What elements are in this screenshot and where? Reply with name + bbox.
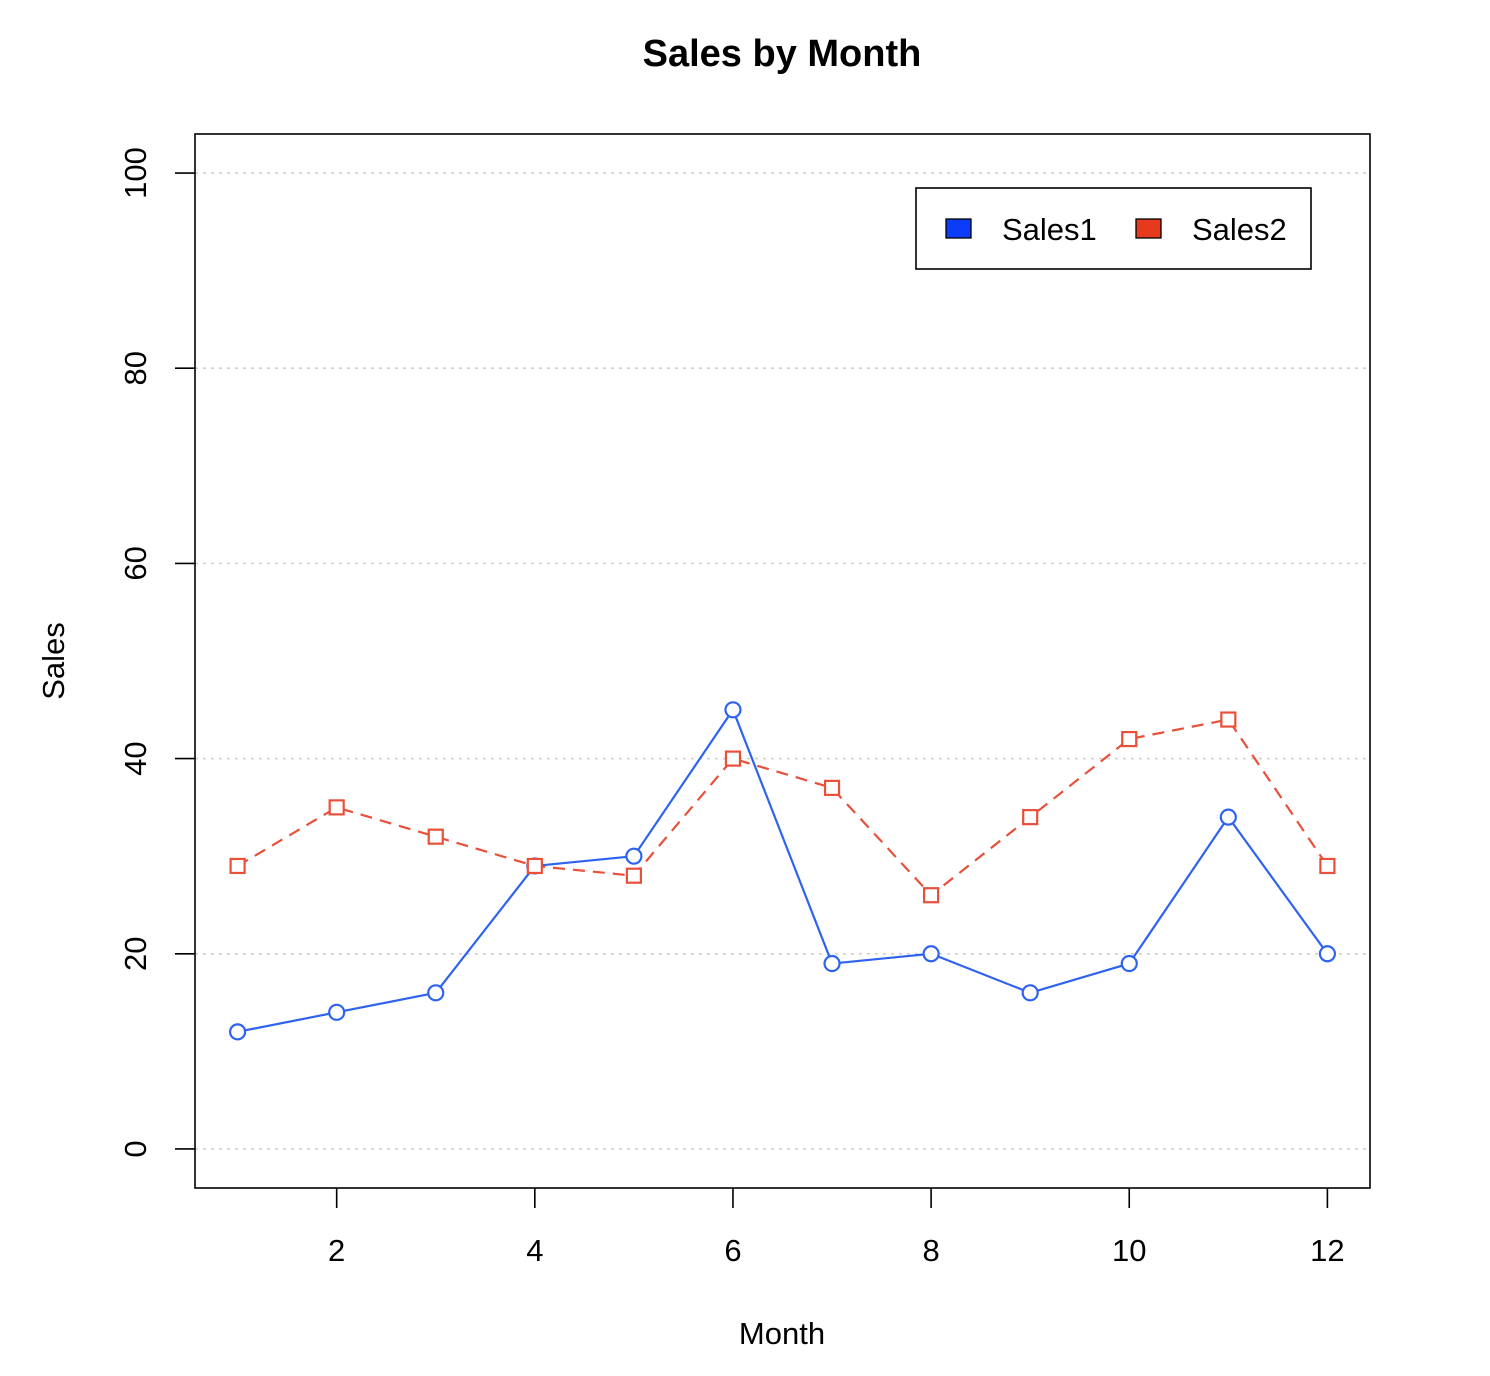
legend-box (915, 187, 1312, 270)
data-point (1120, 954, 1138, 973)
data-point (823, 779, 841, 796)
x-tick-label: 10 (1112, 1233, 1146, 1268)
data-point (923, 887, 940, 904)
legend-swatch (1135, 218, 1162, 239)
chart-title: Sales by Month (643, 33, 922, 75)
data-point (427, 984, 445, 1002)
y-tick-label: 80 (118, 351, 153, 385)
y-tick-label: 40 (118, 741, 153, 775)
data-point (625, 867, 642, 884)
x-tick-label: 2 (328, 1233, 345, 1268)
data-point (922, 945, 940, 963)
data-point (1021, 984, 1039, 1002)
x-axis-label: Month (739, 1316, 825, 1351)
data-point (1219, 808, 1237, 826)
x-tick-label: 4 (526, 1233, 543, 1268)
data-point (229, 1023, 247, 1041)
data-point (1318, 945, 1336, 963)
data-point (328, 799, 345, 816)
legend-swatch (945, 218, 972, 239)
data-point (1022, 809, 1039, 826)
data-point (724, 701, 742, 719)
data-point (724, 750, 742, 767)
x-tick-label: 6 (724, 1233, 741, 1268)
series-line (237, 718, 1329, 897)
y-axis-label: Sales (36, 622, 71, 700)
data-point (1319, 857, 1336, 875)
legend-label: Sales1 (1002, 212, 1097, 247)
y-axis: 0 20 40 60 80 100 (118, 147, 195, 1158)
data-point (1121, 730, 1138, 748)
data-point (526, 857, 543, 875)
plot-frame (194, 133, 1371, 1189)
series-line (237, 708, 1329, 1033)
series-layer (229, 701, 1336, 1041)
y-tick-label: 100 (118, 147, 153, 199)
data-point (229, 857, 246, 875)
y-tick-label: 60 (118, 546, 153, 580)
y-tick-label: 20 (118, 937, 153, 971)
data-point (1220, 711, 1237, 728)
data-point (625, 847, 643, 865)
series-sales1 (229, 701, 1336, 1041)
grid-lines (195, 172, 1370, 1150)
data-point (328, 1003, 346, 1021)
data-point (427, 828, 444, 845)
data-point (823, 954, 841, 973)
legend-label: Sales2 (1192, 212, 1287, 247)
x-axis: 2 4 6 8 10 12 (328, 1188, 1345, 1268)
y-tick-label: 0 (118, 1140, 153, 1157)
x-tick-label: 8 (922, 1233, 939, 1268)
legend: Sales1 Sales2 (915, 187, 1312, 270)
series-sales2 (229, 711, 1336, 904)
x-tick-label: 12 (1310, 1233, 1344, 1268)
